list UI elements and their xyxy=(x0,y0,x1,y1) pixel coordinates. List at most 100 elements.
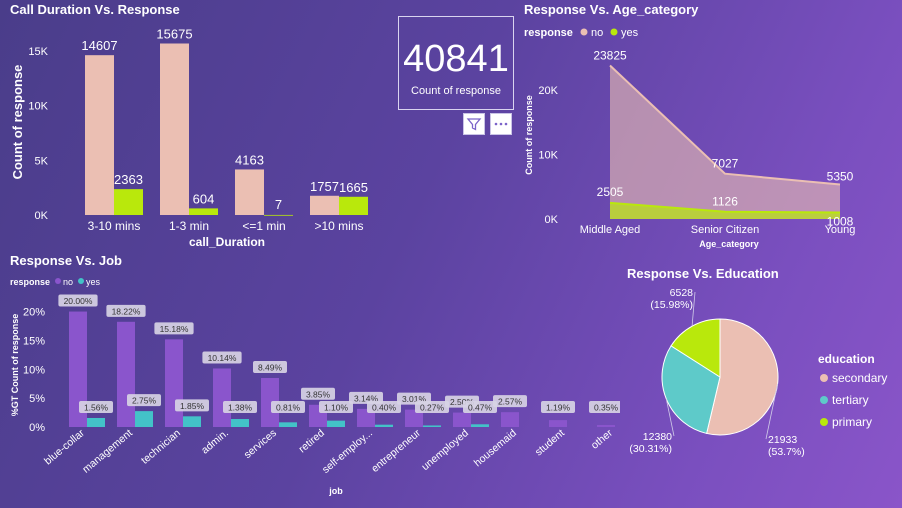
bar-yes-2 xyxy=(183,416,201,427)
data-label-no-1-box xyxy=(106,304,146,317)
data-label-secondary: 21933 xyxy=(768,434,797,446)
data-label-yes-0: 2505 xyxy=(597,185,624,199)
filter-button[interactable] xyxy=(463,113,485,135)
data-label-yes-1: 604 xyxy=(193,191,215,206)
data-label-no-9-box xyxy=(493,395,527,408)
y-tick-label: 10K xyxy=(28,101,48,113)
data-label-pct-primary: (15.98%) xyxy=(650,299,693,311)
bar-yes-8 xyxy=(471,424,489,427)
kpi-value: 40841 xyxy=(403,38,509,80)
pie-slice-tertiary xyxy=(661,345,721,435)
kpi-card[interactable]: 40841 Count of response xyxy=(398,16,514,110)
bar-no-7 xyxy=(405,409,423,427)
legend-label-tertiary: tertiary xyxy=(832,393,869,407)
x-tick-label: Senior Citizen xyxy=(691,224,759,236)
duration-chart: Call Duration Vs. Response 0K 5K 10K 15K Cou… xyxy=(0,0,390,250)
data-label-yes-7: 0.27% xyxy=(420,403,445,413)
data-label-no-1: 18.22% xyxy=(112,306,141,316)
y-tick-label: 0K xyxy=(35,210,49,222)
bar-no-3 xyxy=(213,368,231,427)
data-label-no-2: 4163 xyxy=(235,152,264,167)
data-label-no-11-box xyxy=(589,401,620,413)
job-chart: Response Vs. Job response no yes 0% 5% 10% 15%… xyxy=(0,250,620,508)
x-tick-label: blue-collar xyxy=(42,427,87,468)
data-label-yes-1-box xyxy=(127,394,161,407)
data-label-no-3-box xyxy=(202,351,242,364)
x-tick-label: <=1 min xyxy=(242,219,285,233)
x-tick-label: student xyxy=(533,427,567,458)
x-tick-label: technician xyxy=(139,427,183,467)
data-label-yes-2: 1008 xyxy=(827,215,854,229)
data-label-primary: 6528 xyxy=(670,287,694,299)
data-label-no-5-box xyxy=(301,387,335,400)
data-label-no-10: 1.19% xyxy=(546,403,571,413)
data-label-no-3: 1757 xyxy=(310,179,339,194)
legend-marker-yes xyxy=(78,278,84,284)
x-tick-label: self-employ... xyxy=(320,427,375,476)
data-label-yes-3-box xyxy=(223,401,257,413)
data-label-no-4: 8.49% xyxy=(258,362,283,372)
more-options-icon xyxy=(494,122,508,126)
y-tick-label: 10% xyxy=(23,364,45,376)
data-label-pct-secondary: (53.7%) xyxy=(768,446,805,458)
data-label-no-5: 3.85% xyxy=(306,389,331,399)
x-tick-label: 3-10 mins xyxy=(88,219,141,233)
bar-yes-2 xyxy=(264,214,293,216)
bar-no-1 xyxy=(160,43,189,216)
bar-no-2 xyxy=(165,339,183,427)
bar-yes-7 xyxy=(423,425,441,427)
x-tick-label: services xyxy=(242,427,279,461)
bar-no-10 xyxy=(549,420,567,427)
y-tick-label: 15% xyxy=(23,335,45,347)
bar-yes-3 xyxy=(339,196,368,215)
data-label-no-8: 2.50% xyxy=(450,397,475,407)
legend-label-yes: yes xyxy=(86,277,101,287)
data-label-pct-tertiary: (30.31%) xyxy=(629,443,672,455)
data-label-yes-6: 0.40% xyxy=(372,403,397,413)
y-tick-label: 0% xyxy=(29,422,45,434)
kpi-label: Count of response xyxy=(411,85,501,97)
y-axis-label: Count of response xyxy=(524,95,534,175)
data-label-no-1: 15675 xyxy=(156,26,192,41)
x-tick-label: >10 mins xyxy=(314,219,363,233)
data-label-no-11: 0.35% xyxy=(594,403,619,413)
line-no xyxy=(609,64,841,186)
y-axis-label: Count of response xyxy=(10,65,25,180)
legend-marker-no xyxy=(580,28,588,36)
legend-marker-secondary xyxy=(820,374,828,382)
bar-no-11 xyxy=(597,424,615,427)
legend-marker-yes xyxy=(610,28,618,36)
line-yes xyxy=(609,201,841,214)
bar-yes-5 xyxy=(327,420,345,427)
bar-yes-0 xyxy=(87,417,105,427)
x-axis-label: Age_category xyxy=(699,239,759,249)
bar-yes-0 xyxy=(114,189,143,215)
legend-label-primary: primary xyxy=(832,415,872,429)
education-chart: Response Vs. Education 21933 (53.7%) 12380… xyxy=(600,258,902,508)
data-label-no-1: 7027 xyxy=(712,157,739,171)
data-label-no-6: 3.14% xyxy=(354,393,379,403)
data-label-yes-0: 1.56% xyxy=(84,402,109,412)
data-label-yes-5-box xyxy=(319,401,353,413)
education-chart-title: Response Vs. Education xyxy=(627,266,779,281)
y-tick-label: 0K xyxy=(545,214,559,226)
data-label-yes-1: 2.75% xyxy=(132,396,157,406)
y-axis-label: %GT Count of response xyxy=(10,314,20,417)
legend-marker-tertiary xyxy=(820,396,828,404)
y-tick-label: 10K xyxy=(538,150,558,162)
more-options-button[interactable] xyxy=(490,113,512,135)
legend-label-no: no xyxy=(63,277,73,287)
legend-label-secondary: secondary xyxy=(832,371,887,385)
y-tick-label: 5% xyxy=(29,393,45,405)
leader-line-primary xyxy=(691,291,696,327)
bar-yes-6 xyxy=(375,424,393,427)
duration-chart-title: Call Duration Vs. Response xyxy=(10,2,180,17)
data-label-yes-2: 7 xyxy=(275,197,282,212)
bar-no-8 xyxy=(453,412,471,427)
area-yes xyxy=(610,202,840,219)
x-tick-label: admin. xyxy=(199,427,231,456)
data-label-yes-1: 1126 xyxy=(712,195,738,209)
data-label-no-0-box xyxy=(58,294,98,307)
filter-icon xyxy=(466,118,482,131)
job-chart-svg: response no yes 0% 5% 10% 15% 20%%GT Count of r… xyxy=(10,277,620,496)
